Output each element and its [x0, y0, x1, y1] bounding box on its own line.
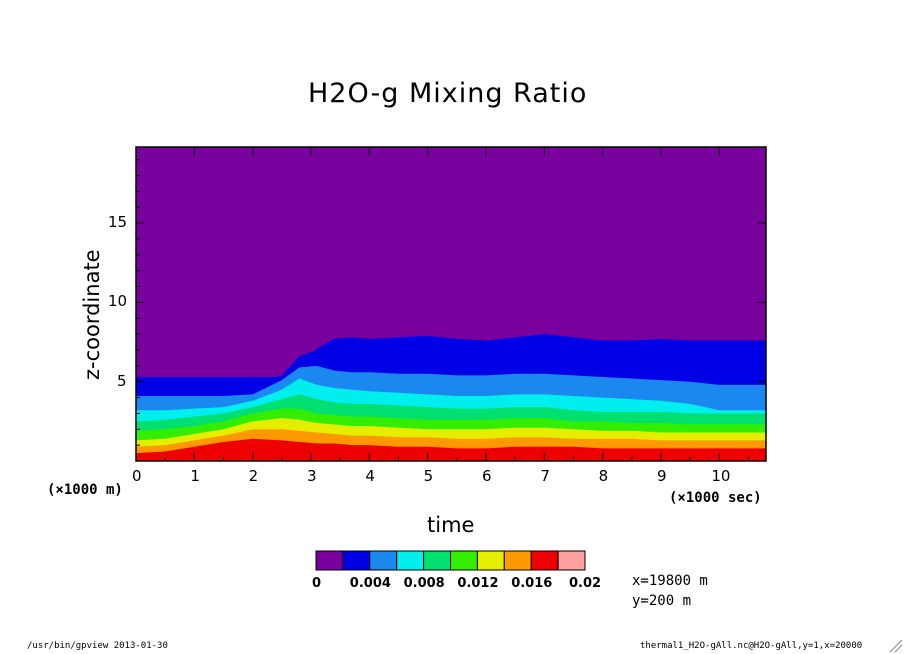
- colorbar-swatch: [557, 550, 586, 571]
- colorbar-tick-label: 0.016: [511, 576, 553, 591]
- colorbar-swatch: [315, 550, 344, 571]
- colorbar-swatch: [423, 550, 452, 571]
- colorbar-swatch: [476, 550, 505, 571]
- x-axis-ticks: [135, 147, 749, 461]
- x-unit-label: (×1000 sec): [669, 490, 762, 506]
- y-tick-label: 10: [108, 292, 128, 311]
- x-tick-label: 8: [598, 467, 609, 485]
- colorbar-swatch: [396, 550, 425, 571]
- x-tick-label: 2: [248, 467, 259, 485]
- contour-field: [136, 147, 766, 461]
- x-tick-label: 6: [482, 467, 492, 485]
- x-tick-label: 3: [307, 467, 317, 485]
- x-axis-label: time: [427, 513, 475, 537]
- location-x: x=19800 m: [632, 573, 708, 589]
- y-axis-ticks: [136, 159, 766, 446]
- y-tick-label: 15: [108, 213, 128, 232]
- footer-right: thermal1_H2O-gAll.nc@H2O-gAll,y=1,x=2000…: [640, 641, 863, 651]
- plot-frame: [135, 146, 767, 462]
- x-tick-label: 1: [190, 467, 200, 485]
- contour-band-0.018: [136, 438, 766, 461]
- colorbar: [315, 550, 586, 571]
- x-tick-label: 10: [711, 467, 731, 485]
- y-axis-label: z-coordinate: [80, 249, 104, 380]
- colorbar-swatch: [503, 550, 532, 571]
- colorbar-tick-label: 0.012: [457, 576, 499, 591]
- y-tick-label: 5: [117, 371, 127, 390]
- colorbar-tick-label: 0.004: [349, 576, 391, 591]
- colorbar-swatch: [342, 550, 371, 571]
- y-unit-label: (×1000 m): [47, 482, 123, 498]
- x-tick-label: 4: [365, 467, 375, 485]
- colorbar-swatch: [530, 550, 559, 571]
- colorbar-tick-label: 0.02: [569, 576, 602, 591]
- chart-title: H2O-g Mixing Ratio: [308, 78, 588, 109]
- x-tick-label: 9: [657, 467, 667, 485]
- colorbar-tick-label: 0.008: [403, 576, 445, 591]
- x-tick-label: 7: [540, 467, 550, 485]
- footer-left: /usr/bin/gpview 2013-01-30: [27, 641, 168, 651]
- location-y: y=200 m: [632, 593, 692, 609]
- colorbar-tick-label: 0: [312, 576, 322, 591]
- x-tick-label: 5: [423, 467, 434, 485]
- colorbar-swatch: [450, 550, 478, 571]
- colorbar-swatch: [369, 550, 398, 571]
- x-tick-label: 0: [132, 467, 142, 485]
